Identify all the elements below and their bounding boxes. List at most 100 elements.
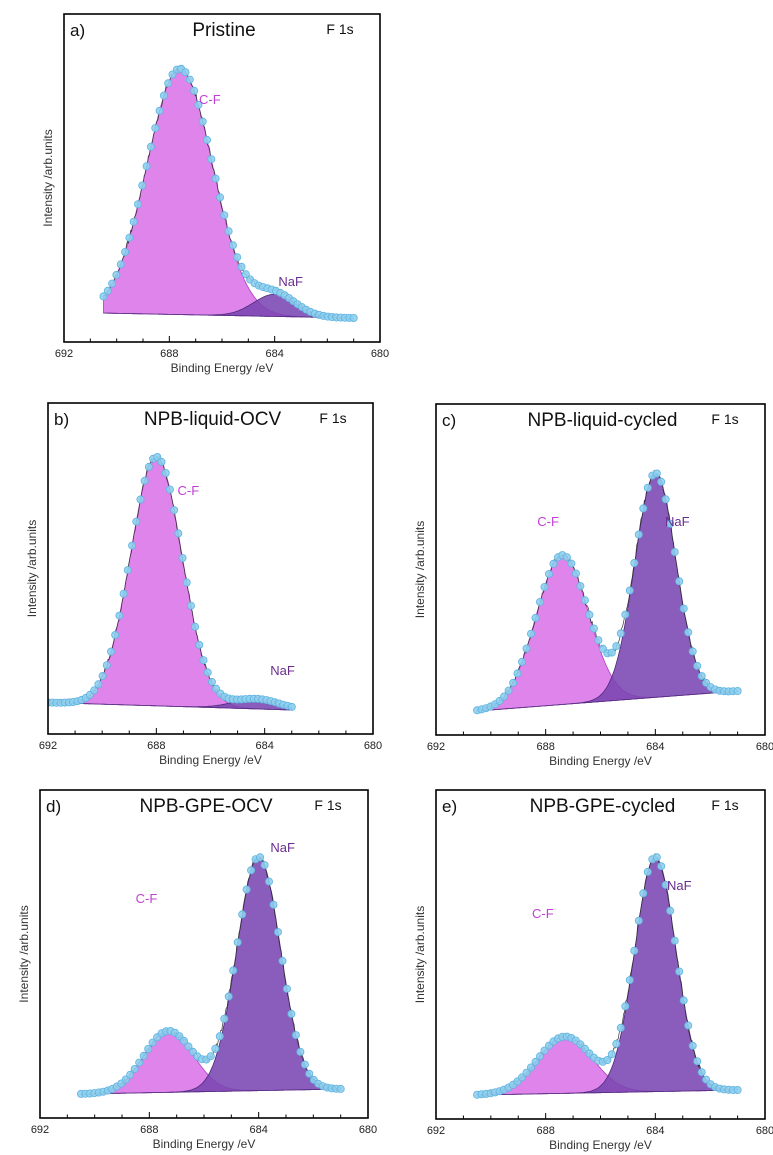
envelope-point	[229, 966, 238, 975]
envelope-point	[625, 586, 634, 595]
envelope-point	[237, 262, 246, 271]
envelope-point	[94, 680, 103, 689]
envelope-point	[161, 468, 170, 477]
panel-d: 692 688 684 680 Binding Energy /eV Intensity …	[17, 789, 377, 1151]
x-tick-label: 684	[646, 741, 664, 753]
envelope-point	[247, 866, 256, 875]
envelope-point	[675, 967, 684, 976]
x-tick-label: 680	[756, 1125, 773, 1137]
x-tick-label: 680	[756, 741, 773, 753]
envelope-point	[256, 853, 265, 862]
peak-label-naf: NaF	[270, 663, 295, 678]
envelope-point	[630, 559, 639, 568]
envelope-point	[616, 629, 625, 638]
envelope-point	[522, 1068, 531, 1077]
y-axis-label: Intensity /arb.units	[25, 520, 39, 617]
envelope-point	[675, 577, 684, 586]
envelope-point	[536, 1052, 545, 1061]
envelope-point	[211, 1044, 220, 1053]
envelope-point	[207, 677, 216, 686]
envelope-point	[224, 227, 233, 236]
plot-area	[48, 452, 296, 711]
envelope-point	[203, 668, 212, 677]
envelope-point	[693, 1057, 702, 1066]
envelope-point	[238, 910, 247, 919]
peak-label-naf: NaF	[270, 840, 295, 855]
envelope-point	[121, 247, 130, 256]
x-tick-label: 688	[536, 741, 554, 753]
envelope-point	[136, 495, 145, 504]
envelope-point	[661, 495, 670, 504]
envelope-point	[500, 692, 509, 701]
envelope-point	[207, 155, 216, 164]
x-tick-label: 692	[39, 740, 57, 752]
envelope-point	[215, 1032, 224, 1041]
envelope-point	[194, 100, 203, 109]
x-tick-label: 684	[646, 1125, 664, 1137]
envelope-point	[336, 1084, 345, 1093]
core-level-label: F 1s	[711, 411, 738, 427]
plot-area	[99, 64, 358, 322]
envelope-point	[621, 1002, 630, 1011]
envelope-point	[116, 260, 125, 269]
envelope-point	[509, 678, 518, 687]
panel-letter: c)	[442, 411, 456, 430]
plot-area	[473, 853, 742, 1099]
peak-label-cf: C-F	[537, 514, 559, 529]
panel-title: NPB-GPE-OCV	[139, 796, 272, 817]
envelope-point	[531, 613, 540, 622]
core-level-label: F 1s	[326, 21, 353, 37]
envelope-point	[224, 992, 233, 1001]
envelope-point	[146, 142, 155, 151]
x-tick-label: 680	[371, 348, 389, 360]
envelope-point	[178, 554, 187, 563]
x-tick-label: 692	[31, 1124, 49, 1136]
x-axis-label: Binding Energy /eV	[153, 1137, 256, 1151]
core-level-label: F 1s	[319, 410, 346, 426]
envelope-point	[571, 569, 580, 578]
y-axis-label: Intensity /arb.units	[17, 905, 31, 1002]
envelope-point	[518, 657, 527, 666]
panel-c: 692 688 684 680 Binding Energy /eV Intensity …	[413, 403, 773, 768]
peak-label-cf: C-F	[177, 483, 199, 498]
envelope-point	[144, 1045, 153, 1054]
envelope-point	[159, 91, 168, 100]
envelope-point	[522, 644, 531, 653]
envelope-point	[195, 640, 204, 649]
envelope-point	[634, 530, 643, 539]
envelope-point	[111, 631, 120, 640]
envelope-point	[612, 1039, 621, 1048]
envelope-point	[679, 604, 688, 613]
panel-letter: a)	[70, 21, 85, 40]
envelope-point	[349, 313, 358, 322]
envelope-point	[215, 193, 224, 202]
envelope-point	[531, 1057, 540, 1066]
envelope-point	[179, 1036, 188, 1045]
envelope-point	[562, 553, 571, 562]
envelope-point	[580, 596, 589, 605]
envelope-point	[657, 477, 666, 486]
envelope-point	[594, 636, 603, 645]
envelope-point	[282, 984, 291, 993]
envelope-point	[138, 181, 147, 190]
envelope-point	[634, 916, 643, 925]
envelope-point	[144, 462, 153, 471]
envelope-point	[170, 506, 179, 515]
envelope-point	[287, 1009, 296, 1018]
envelope-point	[125, 233, 134, 242]
panel-title: NPB-liquid-cycled	[528, 410, 678, 431]
envelope-point	[549, 559, 558, 568]
envelope-point	[220, 211, 229, 220]
peak-label-naf: NaF	[665, 514, 690, 529]
envelope-point	[132, 517, 141, 526]
envelope-point	[291, 1031, 300, 1040]
envelope-point	[545, 570, 554, 579]
envelope-point	[630, 946, 639, 955]
envelope-point	[688, 647, 697, 656]
envelope-point	[684, 628, 693, 637]
x-axis-label: Binding Energy /eV	[171, 361, 274, 375]
envelope-point	[273, 928, 282, 937]
panel-a: 692 688 684 680 Binding Energy /eV Intensity …	[41, 13, 389, 375]
envelope-point	[567, 559, 576, 568]
